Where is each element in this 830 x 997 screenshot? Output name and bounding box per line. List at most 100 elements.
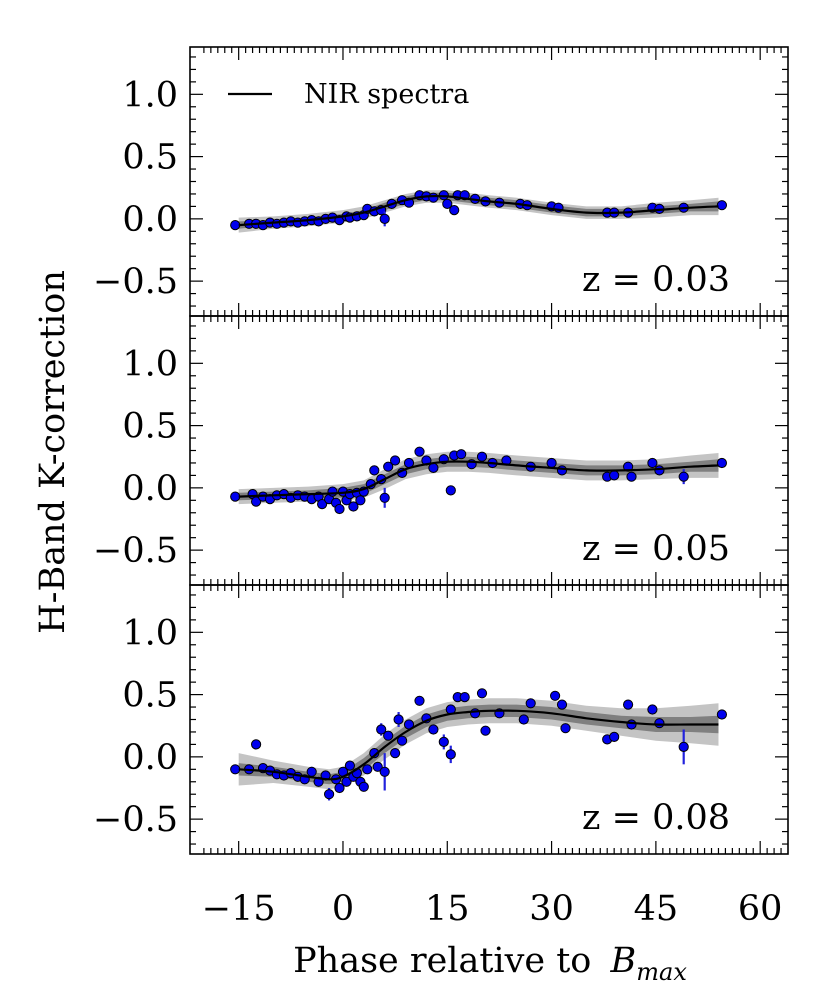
data-point-marker bbox=[324, 789, 335, 800]
data-point-marker bbox=[344, 760, 355, 771]
data-point bbox=[550, 690, 561, 701]
data-point bbox=[397, 735, 408, 746]
data-point-marker bbox=[369, 465, 380, 476]
data-point-marker bbox=[560, 723, 571, 734]
data-point bbox=[414, 695, 425, 706]
data-point bbox=[626, 471, 637, 482]
data-point-marker bbox=[379, 213, 390, 224]
panels-layer: 1.0 0.5 0.0 −0.5 z = 0.03 NIR spectra 1.0 0.5 0.… bbox=[93, 46, 789, 855]
data-point bbox=[716, 709, 728, 720]
data-point-marker bbox=[456, 449, 467, 460]
data-point bbox=[428, 724, 439, 735]
model-curve bbox=[238, 709, 719, 781]
data-point-marker bbox=[414, 446, 425, 457]
data-point-marker bbox=[550, 690, 561, 701]
legend: NIR spectra bbox=[228, 79, 469, 110]
data-point bbox=[414, 446, 425, 457]
x-ticks bbox=[203, 316, 782, 585]
data-point bbox=[372, 761, 383, 772]
data-point-marker bbox=[376, 724, 387, 735]
x-tick-label: 30 bbox=[529, 889, 574, 929]
data-point bbox=[459, 692, 470, 703]
data-point bbox=[556, 699, 568, 710]
x-tick-label: 60 bbox=[738, 889, 783, 929]
data-point-marker bbox=[716, 200, 728, 211]
panel-2: 1.0 0.5 0.0 −0.5 z = 0.05 bbox=[93, 315, 789, 586]
data-point bbox=[445, 485, 456, 496]
data-point bbox=[716, 457, 728, 469]
data-point-marker bbox=[428, 192, 439, 203]
x-tick-label: 15 bbox=[425, 889, 470, 929]
data-point-marker bbox=[251, 739, 262, 750]
data-point bbox=[609, 731, 620, 743]
data-point-marker bbox=[397, 735, 408, 746]
data-point-marker bbox=[390, 455, 401, 466]
y-axis-label: H-Band K-correction bbox=[33, 270, 73, 634]
data-point bbox=[317, 499, 328, 510]
y-tick-label: 0.5 bbox=[122, 676, 178, 716]
data-point bbox=[654, 718, 665, 729]
data-point-marker bbox=[379, 492, 390, 503]
x-tick-labels: −15 0 15 30 45 60 bbox=[202, 889, 783, 929]
data-point bbox=[393, 712, 404, 727]
model-curve bbox=[238, 460, 719, 498]
data-point-marker bbox=[609, 731, 620, 743]
data-point-marker bbox=[442, 198, 453, 209]
data-point-marker bbox=[317, 499, 328, 510]
x-axis-label-text: Phase relative to bbox=[293, 941, 591, 981]
data-point-marker bbox=[355, 495, 366, 506]
data-point bbox=[626, 719, 637, 730]
data-point-marker bbox=[372, 761, 383, 772]
y-tick-label: −0.5 bbox=[93, 531, 178, 571]
y-tick-label: 0.5 bbox=[122, 138, 178, 178]
data-point-marker bbox=[383, 730, 394, 741]
data-point bbox=[379, 211, 390, 227]
data-point bbox=[518, 714, 529, 725]
y-ticks bbox=[190, 56, 788, 307]
data-point-marker bbox=[476, 688, 488, 699]
data-point bbox=[556, 465, 568, 476]
data-point-marker bbox=[716, 457, 728, 469]
data-point-marker bbox=[654, 718, 665, 729]
data-point-marker bbox=[546, 457, 557, 469]
data-point bbox=[358, 781, 369, 792]
data-point bbox=[390, 748, 401, 759]
data-point bbox=[344, 760, 355, 771]
data-point bbox=[376, 723, 387, 736]
plot-area bbox=[230, 688, 728, 801]
panel-1: 1.0 0.5 0.0 −0.5 z = 0.03 NIR spectra bbox=[93, 46, 789, 317]
x-axis-label-symbol: B bbox=[610, 941, 637, 981]
x-ticks bbox=[203, 585, 782, 854]
data-point-marker bbox=[445, 485, 456, 496]
data-point bbox=[334, 782, 345, 794]
data-point bbox=[654, 465, 665, 476]
data-point bbox=[476, 451, 488, 462]
y-tick-label: 0.0 bbox=[122, 469, 178, 509]
y-tick-label: 1.0 bbox=[122, 613, 178, 653]
data-point-marker bbox=[449, 205, 460, 216]
y-tick-label: −0.5 bbox=[93, 262, 178, 302]
data-point-marker bbox=[358, 781, 369, 792]
data-point-marker bbox=[348, 501, 359, 512]
data-point-marker bbox=[626, 719, 637, 730]
data-point bbox=[449, 205, 460, 216]
data-point-marker bbox=[470, 708, 481, 719]
plot-area bbox=[230, 190, 728, 233]
data-point-marker bbox=[556, 465, 568, 476]
x-tick-label: −15 bbox=[202, 889, 276, 929]
data-point-marker bbox=[334, 782, 345, 794]
data-point bbox=[456, 449, 467, 460]
data-point bbox=[442, 198, 453, 209]
x-tick-label: 0 bbox=[332, 889, 354, 929]
data-point-marker bbox=[678, 741, 689, 753]
y-tick-label: −0.5 bbox=[93, 800, 178, 840]
data-point bbox=[438, 734, 449, 750]
redshift-label: z = 0.05 bbox=[582, 529, 730, 569]
data-point-marker bbox=[306, 766, 317, 777]
data-point bbox=[546, 457, 557, 469]
data-point-marker bbox=[654, 465, 665, 476]
data-point bbox=[230, 491, 241, 502]
y-tick-label: 1.0 bbox=[122, 344, 178, 384]
data-point bbox=[647, 457, 658, 469]
data-point-marker bbox=[230, 220, 241, 231]
